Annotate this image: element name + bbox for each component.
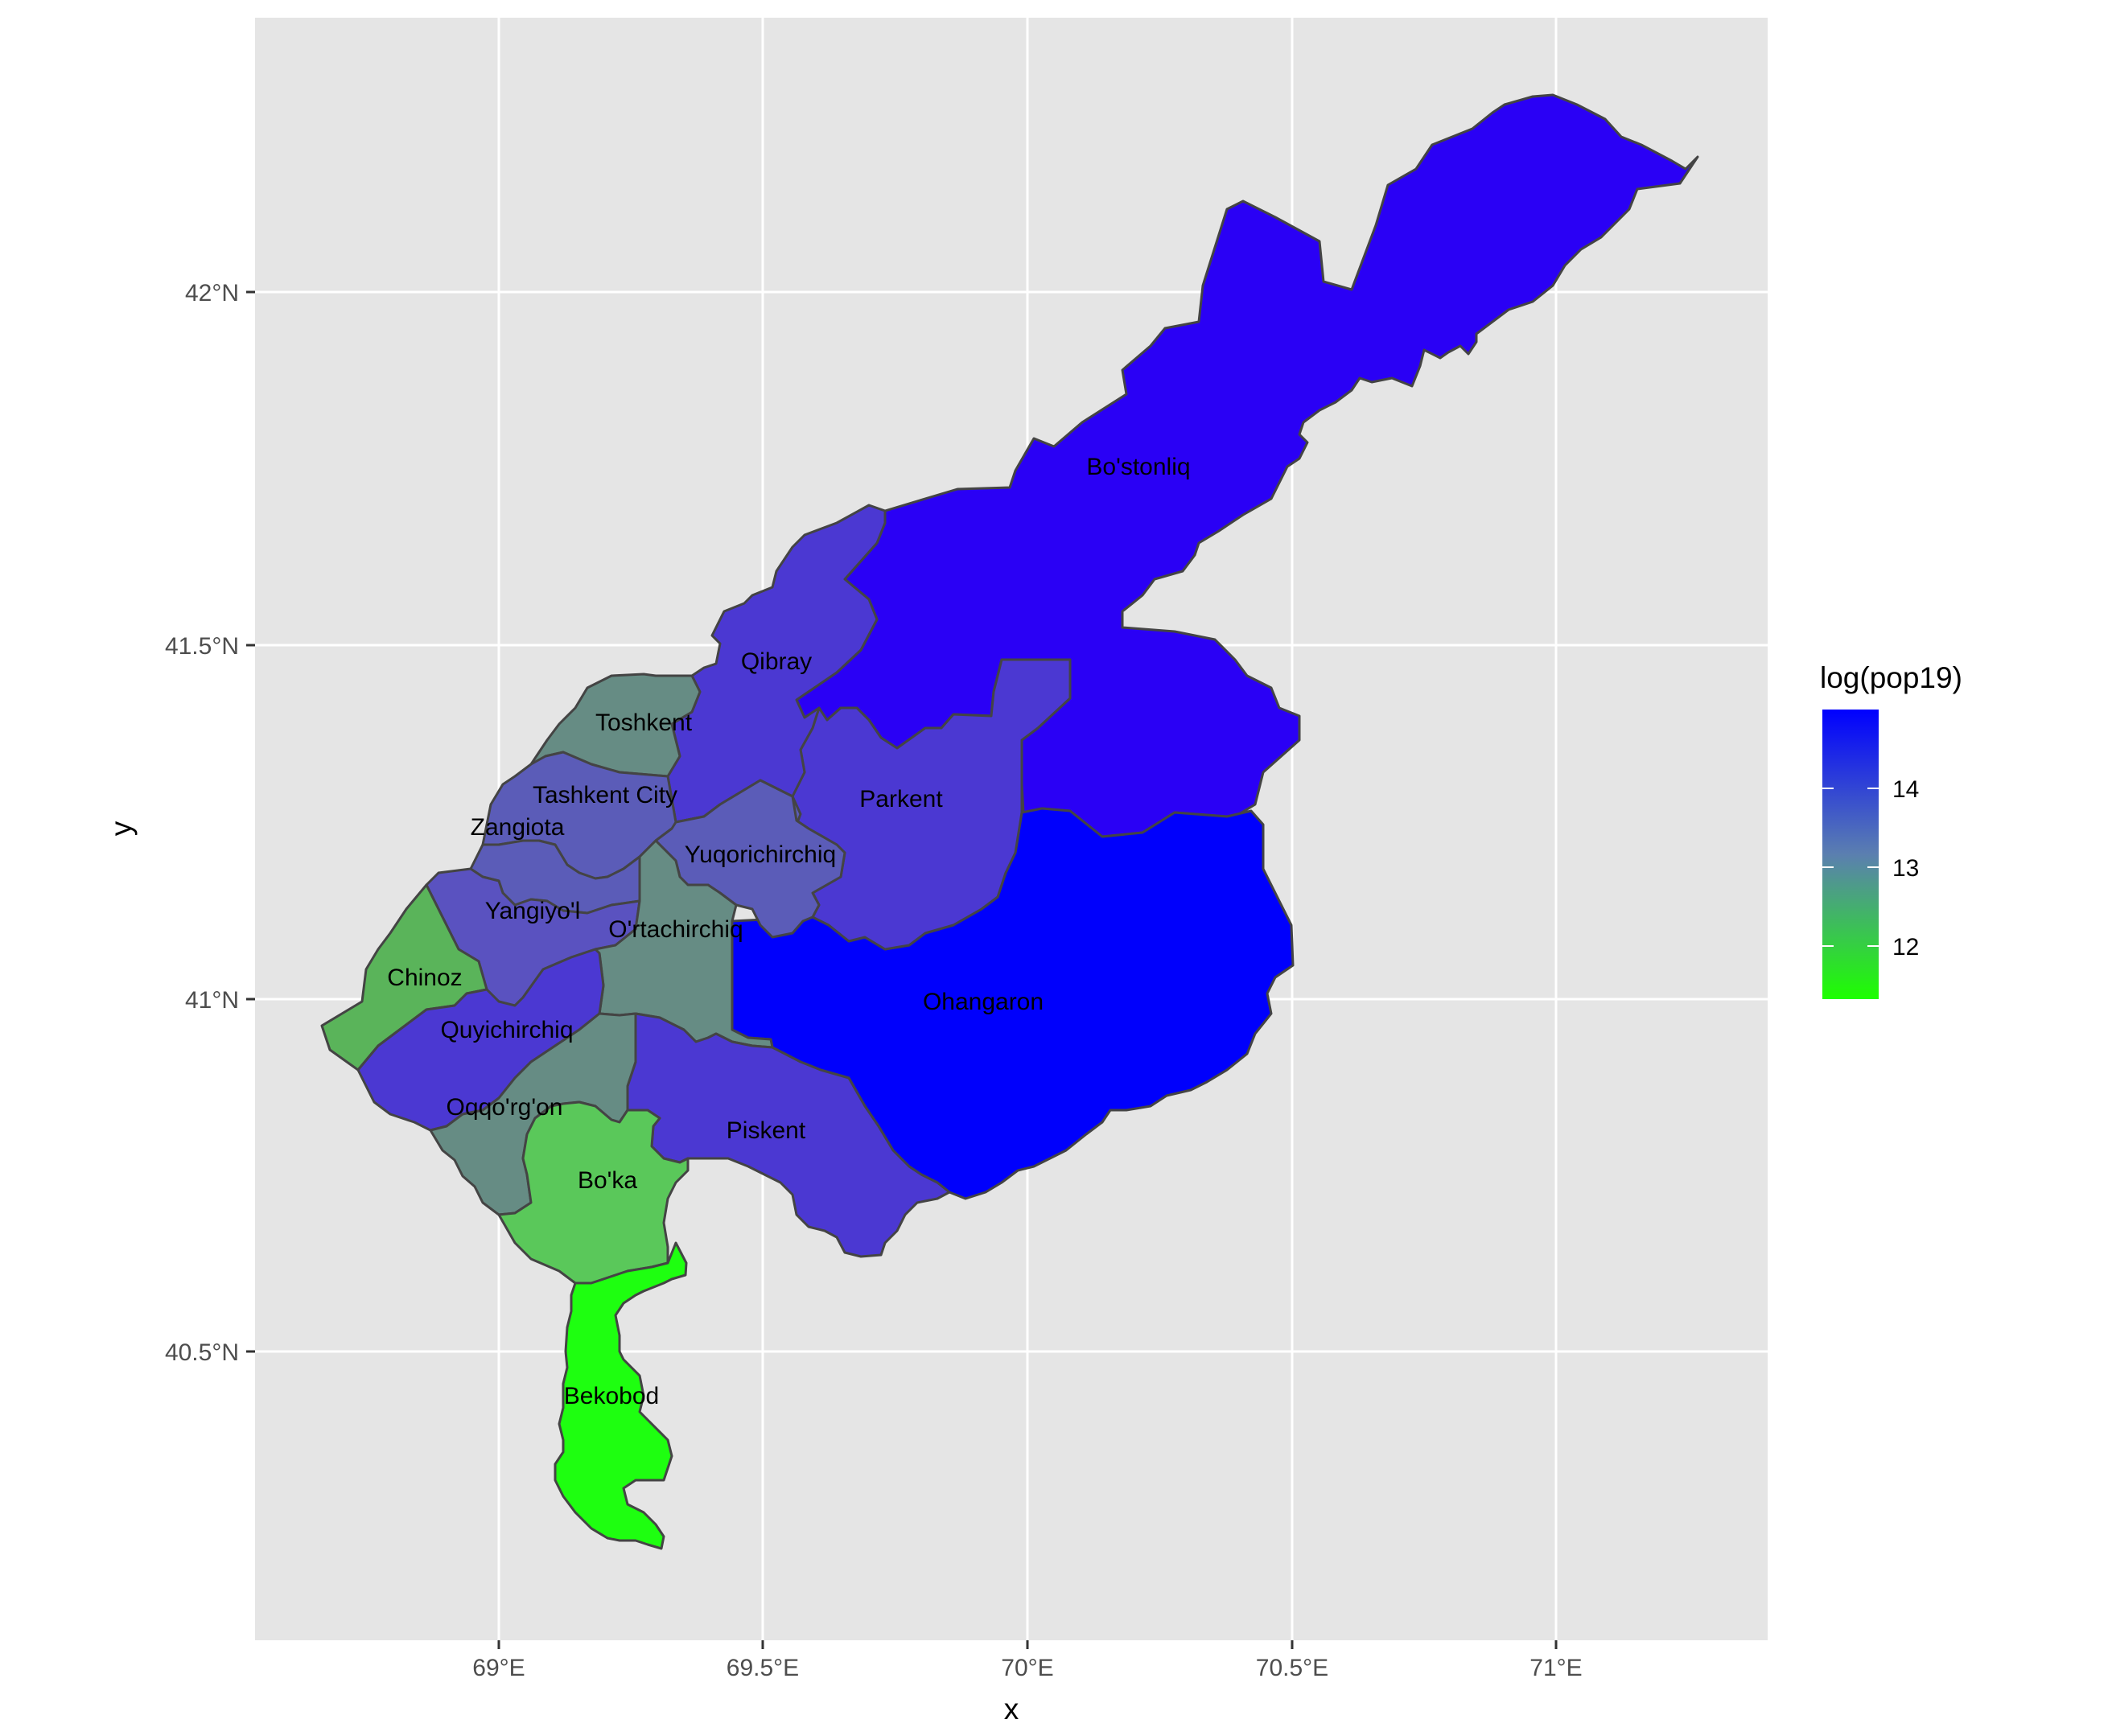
label-tashkent-city: Tashkent City <box>533 782 677 808</box>
x-axis-ticks <box>497 1640 1558 1649</box>
y-tick-label: 42°N <box>185 280 239 306</box>
label-chinoz: Chinoz <box>387 965 462 991</box>
label-zangiota: Zangiota <box>471 814 565 841</box>
y-tick-label: 40.5°N <box>165 1339 239 1366</box>
label-yuqorichirchiq: Yuqorichirchiq <box>685 841 836 868</box>
x-tick-label: 71°E <box>1529 1655 1582 1681</box>
x-axis-title: x <box>1004 1693 1019 1726</box>
label-qibray: Qibray <box>741 648 812 675</box>
region-boka <box>497 1100 690 1285</box>
label-parkent: Parkent <box>859 786 943 812</box>
label-toshkent: Toshkent <box>595 710 693 736</box>
regions <box>320 93 1699 1550</box>
label-boka: Bo'ka <box>578 1167 637 1194</box>
label-piskent: Piskent <box>727 1117 806 1144</box>
label-ortachirchiq: O'rtachirchiq <box>608 916 743 943</box>
label-quyichirchiq: Quyichirchiq <box>440 1017 573 1043</box>
legend-tick-label: 14 <box>1892 776 1919 803</box>
y-axis-title: y <box>105 821 138 836</box>
legend-tick-label: 13 <box>1892 855 1919 882</box>
legend-title: log(pop19) <box>1820 661 1962 694</box>
x-tick-label: 70.5°E <box>1256 1655 1328 1681</box>
y-tick-label: 41.5°N <box>165 633 239 660</box>
x-tick-label: 70°E <box>1001 1655 1053 1681</box>
legend-colorbar <box>1822 710 1879 999</box>
legend-ticks <box>1822 788 1879 947</box>
x-axis-tick-labels: 69°E 69.5°E 70°E 70.5°E 71°E <box>472 1655 1582 1681</box>
legend-tick-label: 12 <box>1892 934 1919 961</box>
region-labels: Bo'stonliq Ohangaron Parkent Qibray Pisk… <box>387 454 1190 1409</box>
label-ohangaron: Ohangaron <box>923 989 1044 1015</box>
y-tick-label: 41°N <box>185 987 239 1014</box>
label-bostonliq: Bo'stonliq <box>1086 454 1190 480</box>
region-bekobod <box>554 1241 688 1550</box>
label-yangiyol: Yangiyo'l <box>485 898 581 924</box>
legend: log(pop19) 12 13 14 <box>1820 661 1962 999</box>
label-bekobod: Bekobod <box>564 1383 659 1409</box>
x-tick-label: 69°E <box>472 1655 525 1681</box>
label-oqqorgon: Oqqo'rg'on <box>447 1094 563 1121</box>
y-axis-ticks <box>246 290 255 1353</box>
x-tick-label: 69.5°E <box>727 1655 799 1681</box>
y-axis-tick-labels: 40.5°N 41°N 41.5°N 42°N <box>165 280 239 1366</box>
